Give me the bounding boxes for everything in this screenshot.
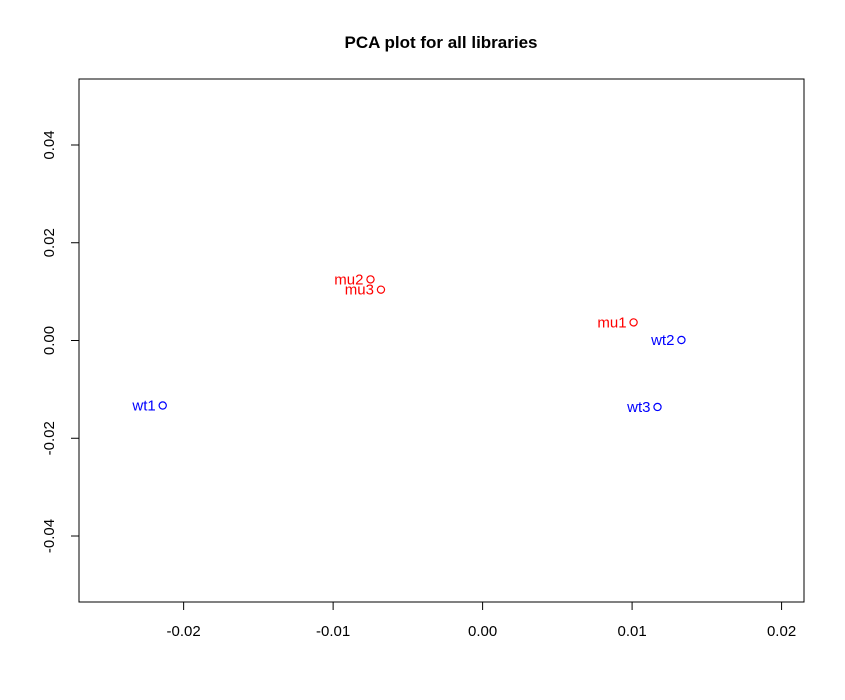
y-axis-ticks: -0.04 -0.02 0.00 0.02 0.04 <box>41 130 79 553</box>
x-tick-label: 0.00 <box>468 623 497 640</box>
point-mu3 <box>376 285 386 294</box>
x-tick-label: -0.02 <box>167 623 201 640</box>
point-wt3 <box>653 402 662 412</box>
y-tick-label: 0.04 <box>41 130 58 159</box>
point-wt1 <box>158 401 167 410</box>
y-tick-label: -0.04 <box>41 519 58 553</box>
point-label-mu2: mu2 <box>334 271 363 288</box>
point-mu2 <box>366 275 375 284</box>
plot-frame <box>78 78 805 603</box>
point-label-wt2: wt2 <box>650 332 674 349</box>
point-label-mu3: mu3 <box>345 282 374 299</box>
x-tick-label: 0.01 <box>617 623 646 640</box>
y-tick-label: 0.02 <box>41 228 58 257</box>
point-label-wt1: wt1 <box>131 398 155 415</box>
x-axis-ticks: -0.02 -0.01 0.00 0.01 0.02 <box>167 602 796 640</box>
point-mu1 <box>629 318 638 327</box>
y-tick-label: -0.02 <box>41 421 58 455</box>
point-label-mu1: mu1 <box>597 314 626 331</box>
x-tick-label: 0.02 <box>767 623 796 640</box>
y-tick-label: 0.00 <box>41 326 58 355</box>
point-wt2 <box>677 335 686 345</box>
point-label-wt3: wt3 <box>626 399 650 416</box>
x-tick-label: -0.01 <box>316 623 350 640</box>
chart-title: PCA plot for all libraries <box>344 33 537 52</box>
